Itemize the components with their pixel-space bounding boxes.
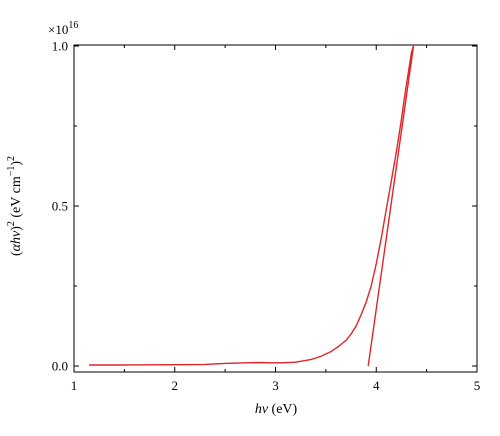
- y-axis-label: (αhν)2 (eV cm−1)2: [6, 156, 24, 256]
- tangent-line: [367, 45, 415, 367]
- y-tick-label: 1.0: [52, 39, 68, 54]
- y-label-unit-a: (eV cm: [9, 176, 24, 221]
- absorption-curve: [89, 45, 415, 366]
- y-label-hv: hν: [9, 230, 24, 244]
- y-label-sq2: 2: [6, 156, 17, 161]
- y-multiplier-exponent: 16: [68, 20, 78, 31]
- x-tick-label: 3: [272, 378, 279, 393]
- y-label-alpha: α: [9, 243, 24, 251]
- plot-frame: [73, 44, 478, 373]
- y-label-open: (: [9, 251, 24, 256]
- plot-area: 1 2 3 4 5 0.0 0.5 1.0: [52, 39, 481, 394]
- y-multiplier: ×1016: [48, 20, 78, 37]
- y-tick-label: 0.0: [52, 359, 68, 374]
- x-tick-label: 1: [71, 378, 78, 393]
- x-axis-label-unit: (eV): [268, 402, 297, 417]
- x-tick-label: 2: [172, 378, 179, 393]
- y-multiplier-base: ×10: [48, 22, 68, 37]
- y-label-exp: −1: [6, 166, 17, 177]
- x-tick-label: 4: [373, 378, 380, 393]
- y-label-sq1: 2: [6, 221, 17, 226]
- x-axis-label: hν (eV): [255, 402, 298, 417]
- y-label-close: ): [9, 226, 24, 231]
- x-tick-label: 5: [474, 378, 481, 393]
- x-axis-label-symbol: hν: [255, 402, 269, 417]
- y-label-unit-b: ): [9, 161, 24, 166]
- y-tick-label: 0.5: [52, 199, 68, 214]
